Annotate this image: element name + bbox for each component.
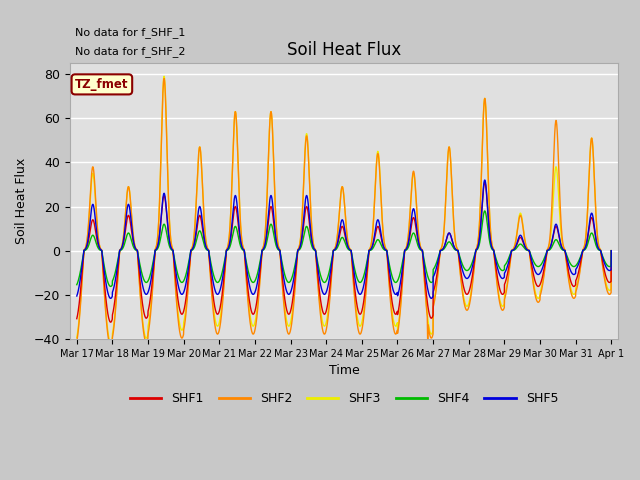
SHF3 bbox=[406, 218, 413, 224]
SHF1 bbox=[557, 242, 564, 248]
SHF1 bbox=[607, 248, 615, 253]
SHF2 bbox=[73, 338, 81, 344]
SHF3 bbox=[223, 248, 230, 254]
SHF5 bbox=[406, 233, 413, 239]
SHF5 bbox=[107, 296, 115, 301]
SHF2 bbox=[188, 246, 195, 252]
SHF4 bbox=[222, 249, 230, 255]
Line: SHF1: SHF1 bbox=[77, 182, 611, 322]
SHF3 bbox=[396, 306, 404, 312]
SHF3 bbox=[557, 227, 564, 232]
SHF4 bbox=[607, 248, 615, 253]
SHF2 bbox=[607, 290, 615, 296]
SHF1 bbox=[222, 251, 230, 256]
SHF2 bbox=[396, 309, 404, 314]
Text: No data for f_SHF_1: No data for f_SHF_1 bbox=[75, 27, 186, 38]
Title: Soil Heat Flux: Soil Heat Flux bbox=[287, 41, 401, 59]
SHF4 bbox=[607, 263, 615, 269]
SHF4 bbox=[188, 248, 195, 253]
SHF3 bbox=[188, 246, 195, 252]
SHF5 bbox=[222, 250, 230, 255]
SHF2 bbox=[557, 215, 564, 221]
SHF4 bbox=[481, 208, 488, 214]
SHF1 bbox=[406, 236, 413, 241]
SHF5 bbox=[188, 247, 195, 253]
SHF5 bbox=[396, 282, 404, 288]
Line: SHF4: SHF4 bbox=[77, 211, 611, 287]
SHF5 bbox=[557, 241, 564, 247]
Line: SHF5: SHF5 bbox=[77, 180, 611, 299]
SHF2 bbox=[160, 76, 168, 82]
SHF2 bbox=[223, 249, 230, 254]
SHF5 bbox=[607, 267, 615, 273]
SHF1 bbox=[73, 316, 81, 322]
X-axis label: Time: Time bbox=[329, 364, 360, 377]
SHF4 bbox=[107, 284, 115, 289]
SHF2 bbox=[107, 343, 115, 349]
SHF1 bbox=[396, 296, 404, 302]
SHF1 bbox=[107, 319, 115, 325]
Line: SHF2: SHF2 bbox=[77, 79, 611, 346]
Y-axis label: Soil Heat Flux: Soil Heat Flux bbox=[15, 158, 28, 244]
SHF3 bbox=[607, 248, 615, 253]
SHF3 bbox=[73, 335, 81, 340]
SHF4 bbox=[396, 271, 404, 276]
SHF1 bbox=[188, 247, 195, 253]
Line: SHF3: SHF3 bbox=[77, 76, 611, 342]
SHF5 bbox=[73, 293, 81, 299]
SHF5 bbox=[607, 248, 615, 253]
Text: No data for f_SHF_2: No data for f_SHF_2 bbox=[75, 47, 186, 58]
Text: TZ_fmet: TZ_fmet bbox=[75, 78, 129, 91]
SHF1 bbox=[481, 180, 488, 185]
SHF2 bbox=[607, 248, 615, 253]
SHF3 bbox=[107, 339, 115, 345]
SHF4 bbox=[406, 241, 413, 247]
SHF2 bbox=[406, 217, 413, 223]
SHF3 bbox=[160, 73, 168, 79]
SHF5 bbox=[481, 177, 488, 183]
SHF1 bbox=[607, 278, 615, 284]
Legend: SHF1, SHF2, SHF3, SHF4, SHF5: SHF1, SHF2, SHF3, SHF4, SHF5 bbox=[125, 387, 563, 410]
SHF4 bbox=[73, 282, 81, 288]
SHF4 bbox=[557, 245, 564, 251]
SHF3 bbox=[607, 286, 615, 292]
